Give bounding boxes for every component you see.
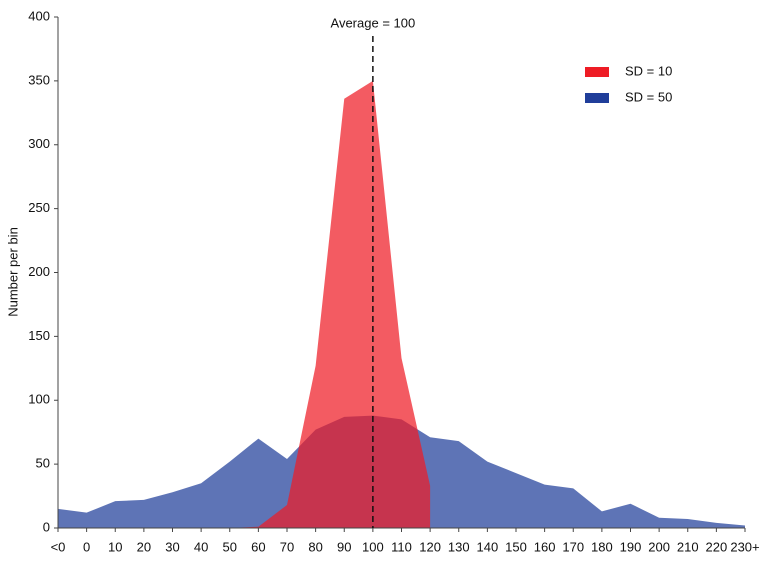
x-tick-label: 210 (677, 539, 699, 554)
x-tick-label: 230+ (730, 539, 759, 554)
y-tick-label: 100 (28, 392, 50, 407)
y-tick-label: 50 (36, 456, 50, 471)
x-tick-label: 110 (391, 539, 412, 554)
y-tick-label: 0 (43, 519, 50, 534)
x-tick-label: 200 (648, 539, 670, 554)
x-tick-label: 140 (477, 539, 499, 554)
x-tick-label: 150 (505, 539, 527, 554)
x-tick-label: 60 (251, 539, 265, 554)
legend-swatch (585, 93, 609, 103)
x-tick-label: 70 (280, 539, 294, 554)
x-tick-label: 160 (534, 539, 556, 554)
annotation: Average = 100 (331, 15, 416, 30)
x-tick-label: 120 (419, 539, 441, 554)
y-tick-label: 300 (28, 136, 50, 151)
x-tick-label: 40 (194, 539, 208, 554)
x-tick-label: 30 (165, 539, 179, 554)
y-tick-label: 350 (28, 72, 50, 87)
x-tick-label: 10 (108, 539, 122, 554)
x-tick-label: <0 (51, 539, 66, 554)
y-tick-label: 200 (28, 264, 50, 279)
legend-swatch (585, 67, 609, 77)
x-tick-label: 90 (337, 539, 351, 554)
x-tick-label: 0 (83, 539, 90, 554)
x-tick-label: 190 (620, 539, 642, 554)
y-tick-label: 250 (28, 200, 50, 215)
x-tick-label: 170 (562, 539, 584, 554)
legend-label: SD = 50 (625, 89, 672, 104)
x-tick-label: 100 (362, 539, 384, 554)
x-tick-label: 180 (591, 539, 613, 554)
x-tick-label: 220 (706, 539, 728, 554)
area (229, 80, 431, 528)
y-axis-label: Number per bin (5, 227, 20, 317)
legend-label: SD = 10 (625, 63, 672, 78)
y-tick-label: 400 (28, 8, 50, 23)
y-tick-label: 150 (28, 328, 50, 343)
x-tick-label: 20 (137, 539, 151, 554)
x-tick-label: 50 (223, 539, 237, 554)
x-tick-label: 130 (448, 539, 470, 554)
x-tick-label: 80 (308, 539, 322, 554)
